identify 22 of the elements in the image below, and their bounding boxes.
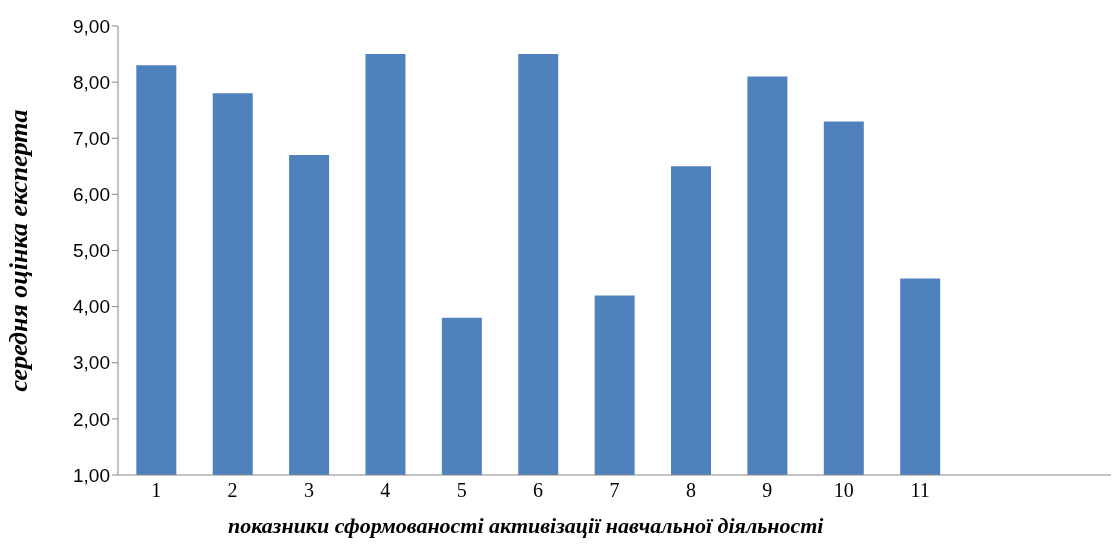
- y-tick-label: 6,00: [73, 184, 110, 206]
- x-tick-label: 6: [533, 479, 544, 502]
- x-tick-label: 7: [609, 479, 620, 502]
- x-axis-title: показники сформованості активізації навчальної діяльності: [228, 513, 825, 539]
- x-tick-label: 5: [456, 479, 467, 502]
- y-axis-title: середня оцінка експерта: [4, 109, 34, 392]
- x-tick-label: 8: [685, 479, 696, 502]
- y-tick-label: 4,00: [73, 296, 110, 318]
- y-tick-label: 9,00: [73, 15, 110, 37]
- y-tick-label: 8,00: [73, 71, 110, 93]
- y-tick-label: 5,00: [73, 240, 110, 262]
- x-tick-label: 3: [303, 479, 314, 502]
- x-tick-label: 2: [227, 479, 238, 502]
- x-tick-label: 10: [833, 479, 854, 502]
- y-tick-label: 3,00: [73, 352, 110, 374]
- y-tick-label: 2,00: [73, 408, 110, 430]
- x-tick-label: 9: [762, 479, 773, 502]
- y-tick-label: 1,00: [73, 464, 110, 486]
- x-tick-label: 11: [910, 479, 930, 502]
- y-tick-label: 7,00: [73, 127, 110, 149]
- x-tick-label: 1: [151, 479, 162, 502]
- x-tick-label: 4: [380, 479, 391, 502]
